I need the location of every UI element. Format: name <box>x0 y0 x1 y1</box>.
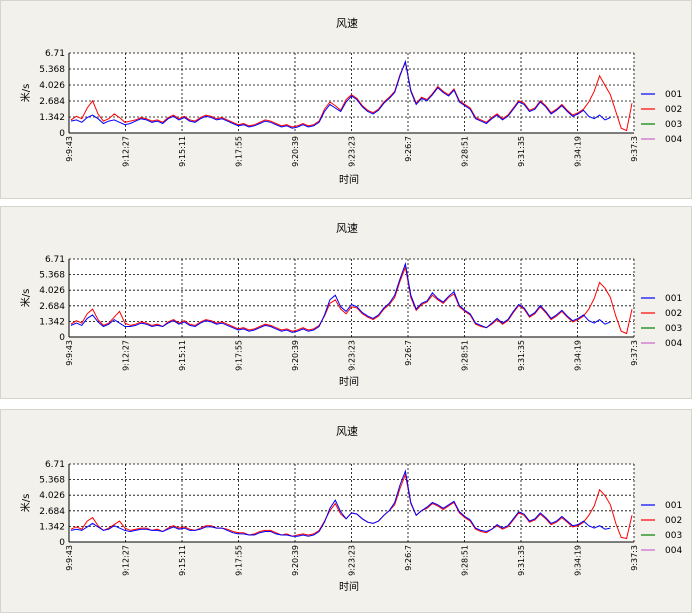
legend-label-002: 002 <box>665 516 682 526</box>
x-tick-label: 9:31:35 <box>517 136 526 167</box>
x-tick-label: 9:17:55 <box>235 340 244 371</box>
legend-label-001: 001 <box>665 294 682 304</box>
y-axis-label: 米/s <box>19 494 32 513</box>
y-tick-label: 4.026 <box>39 81 65 91</box>
chart-panel-2: 风速 6.71 5.368 4.026 2.684 1.342 0 9:9:43 9:12:27… <box>0 206 692 399</box>
x-tick-label: 9:28:51 <box>461 340 470 371</box>
legend-label-003: 003 <box>665 120 682 130</box>
wind-speed-chart-3: 风速 6.71 5.368 4.026 2.684 1.342 09:9:43 9:12:27… <box>19 425 682 593</box>
wind-speed-chart-1: 风速 6.71 5.368 4.026 2.684 1.342 09:9:43 9:12:27… <box>19 17 682 186</box>
series-line-001 <box>70 469 611 537</box>
x-tick-label: 9:34:19 <box>574 340 583 371</box>
chart-title: 风速 <box>336 425 358 438</box>
y-tick-label: 1.342 <box>39 113 65 123</box>
x-tick-label: 9:23:23 <box>348 340 357 371</box>
legend-label-003: 003 <box>665 531 682 541</box>
chart-title: 风速 <box>336 17 358 30</box>
y-tick-label: 5.368 <box>39 476 65 486</box>
y-tick-label: 6.71 <box>45 49 65 59</box>
legend-label-001: 001 <box>665 501 682 511</box>
x-tick-label: 9:12:27 <box>122 136 131 167</box>
legend-label-002: 002 <box>665 309 682 319</box>
x-tick-label: 9:17:55 <box>235 136 244 167</box>
legend-label-002: 002 <box>665 105 682 115</box>
x-tick-label: 9:15:11 <box>178 136 187 167</box>
y-tick-label: 5.368 <box>39 271 65 281</box>
series-line-001 <box>70 261 611 333</box>
x-tick-label: 9:26:7 <box>404 545 413 571</box>
x-axis-label: 时间 <box>339 580 359 593</box>
x-tick-label: 9:15:11 <box>178 545 187 576</box>
x-axis-label: 时间 <box>339 375 359 388</box>
x-tick-label: 9:15:11 <box>178 340 187 371</box>
x-tick-label: 9:20:39 <box>291 340 300 371</box>
x-axis-label: 时间 <box>339 173 359 186</box>
x-tick-label: 9:23:23 <box>348 136 357 167</box>
x-tick-label: 9:31:35 <box>517 340 526 371</box>
y-tick-label: 1.342 <box>39 317 65 327</box>
x-tick-label: 9:20:39 <box>291 545 300 576</box>
x-tick-label: 9:23:23 <box>348 545 357 576</box>
y-axis-label: 米/s <box>19 84 32 103</box>
x-tick-label: 9:26:7 <box>404 340 413 366</box>
legend-label-003: 003 <box>665 324 682 334</box>
y-tick-label: 0 <box>59 129 65 139</box>
x-tick-label: 9:37:3 <box>630 340 639 366</box>
y-tick-label: 2.684 <box>39 302 65 312</box>
x-tick-label: 9:26:7 <box>404 136 413 162</box>
y-tick-label: 5.368 <box>39 65 65 75</box>
x-tick-label: 9:9:43 <box>65 340 74 366</box>
y-tick-label: 0 <box>59 538 65 548</box>
x-tick-label: 9:12:27 <box>122 340 131 371</box>
y-axis-label: 米/s <box>19 289 32 308</box>
y-tick-label: 0 <box>59 333 65 343</box>
x-tick-label: 9:9:43 <box>65 136 74 162</box>
x-tick-label: 9:31:35 <box>517 545 526 576</box>
chart-title: 风速 <box>336 222 358 235</box>
y-tick-label: 4.026 <box>39 491 65 501</box>
x-tick-label: 9:9:43 <box>65 545 74 571</box>
legend-label-001: 001 <box>665 90 682 100</box>
wind-speed-chart-2: 风速 6.71 5.368 4.026 2.684 1.342 09:9:43 9:12:27… <box>19 222 682 388</box>
series-line-001 <box>70 59 611 129</box>
x-tick-label: 9:28:51 <box>461 545 470 576</box>
legend-label-004: 004 <box>665 546 682 556</box>
y-tick-label: 1.342 <box>39 522 65 532</box>
legend-label-004: 004 <box>665 339 682 349</box>
x-tick-label: 9:37:3 <box>630 136 639 162</box>
x-tick-label: 9:37:3 <box>630 545 639 571</box>
x-tick-label: 9:17:55 <box>235 545 244 576</box>
y-tick-label: 6.71 <box>45 460 65 470</box>
series-line-002 <box>70 61 633 132</box>
x-tick-label: 9:34:19 <box>574 136 583 167</box>
y-tick-label: 2.684 <box>39 507 65 517</box>
x-tick-label: 9:34:19 <box>574 545 583 576</box>
chart-panel-3: 风速 6.71 5.368 4.026 2.684 1.342 0 9:9:43 9:12:27… <box>0 409 692 613</box>
x-tick-label: 9:12:27 <box>122 545 131 576</box>
x-tick-label: 9:20:39 <box>291 136 300 167</box>
chart-panel-1: 风速 6.71 5.368 4.026 2.684 1.342 0 9:9:43 9:12:27… <box>0 0 692 199</box>
legend-label-004: 004 <box>665 135 682 145</box>
y-tick-label: 6.71 <box>45 255 65 265</box>
x-tick-label: 9:28:51 <box>461 136 470 167</box>
y-tick-label: 4.026 <box>39 286 65 296</box>
y-tick-label: 2.684 <box>39 97 65 107</box>
